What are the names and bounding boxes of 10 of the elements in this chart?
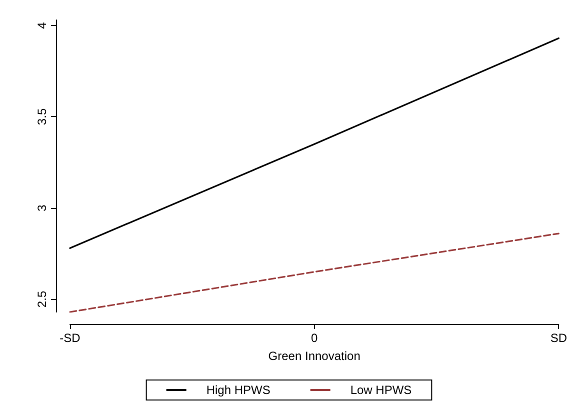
- y-tick-label: 3: [35, 204, 49, 212]
- legend-label: High HPWS: [206, 383, 270, 397]
- x-tick-label: 0: [310, 331, 318, 345]
- legend-label: Low HPWS: [350, 383, 412, 397]
- y-tick-label: 4: [35, 22, 49, 29]
- x-tick-label: SD: [550, 331, 568, 345]
- x-tick-label: -SD: [60, 331, 81, 345]
- x-axis-title: Green Innovation: [268, 349, 360, 363]
- y-tick-label: 2.5: [35, 290, 49, 308]
- y-tick-label: 3.5: [35, 108, 49, 126]
